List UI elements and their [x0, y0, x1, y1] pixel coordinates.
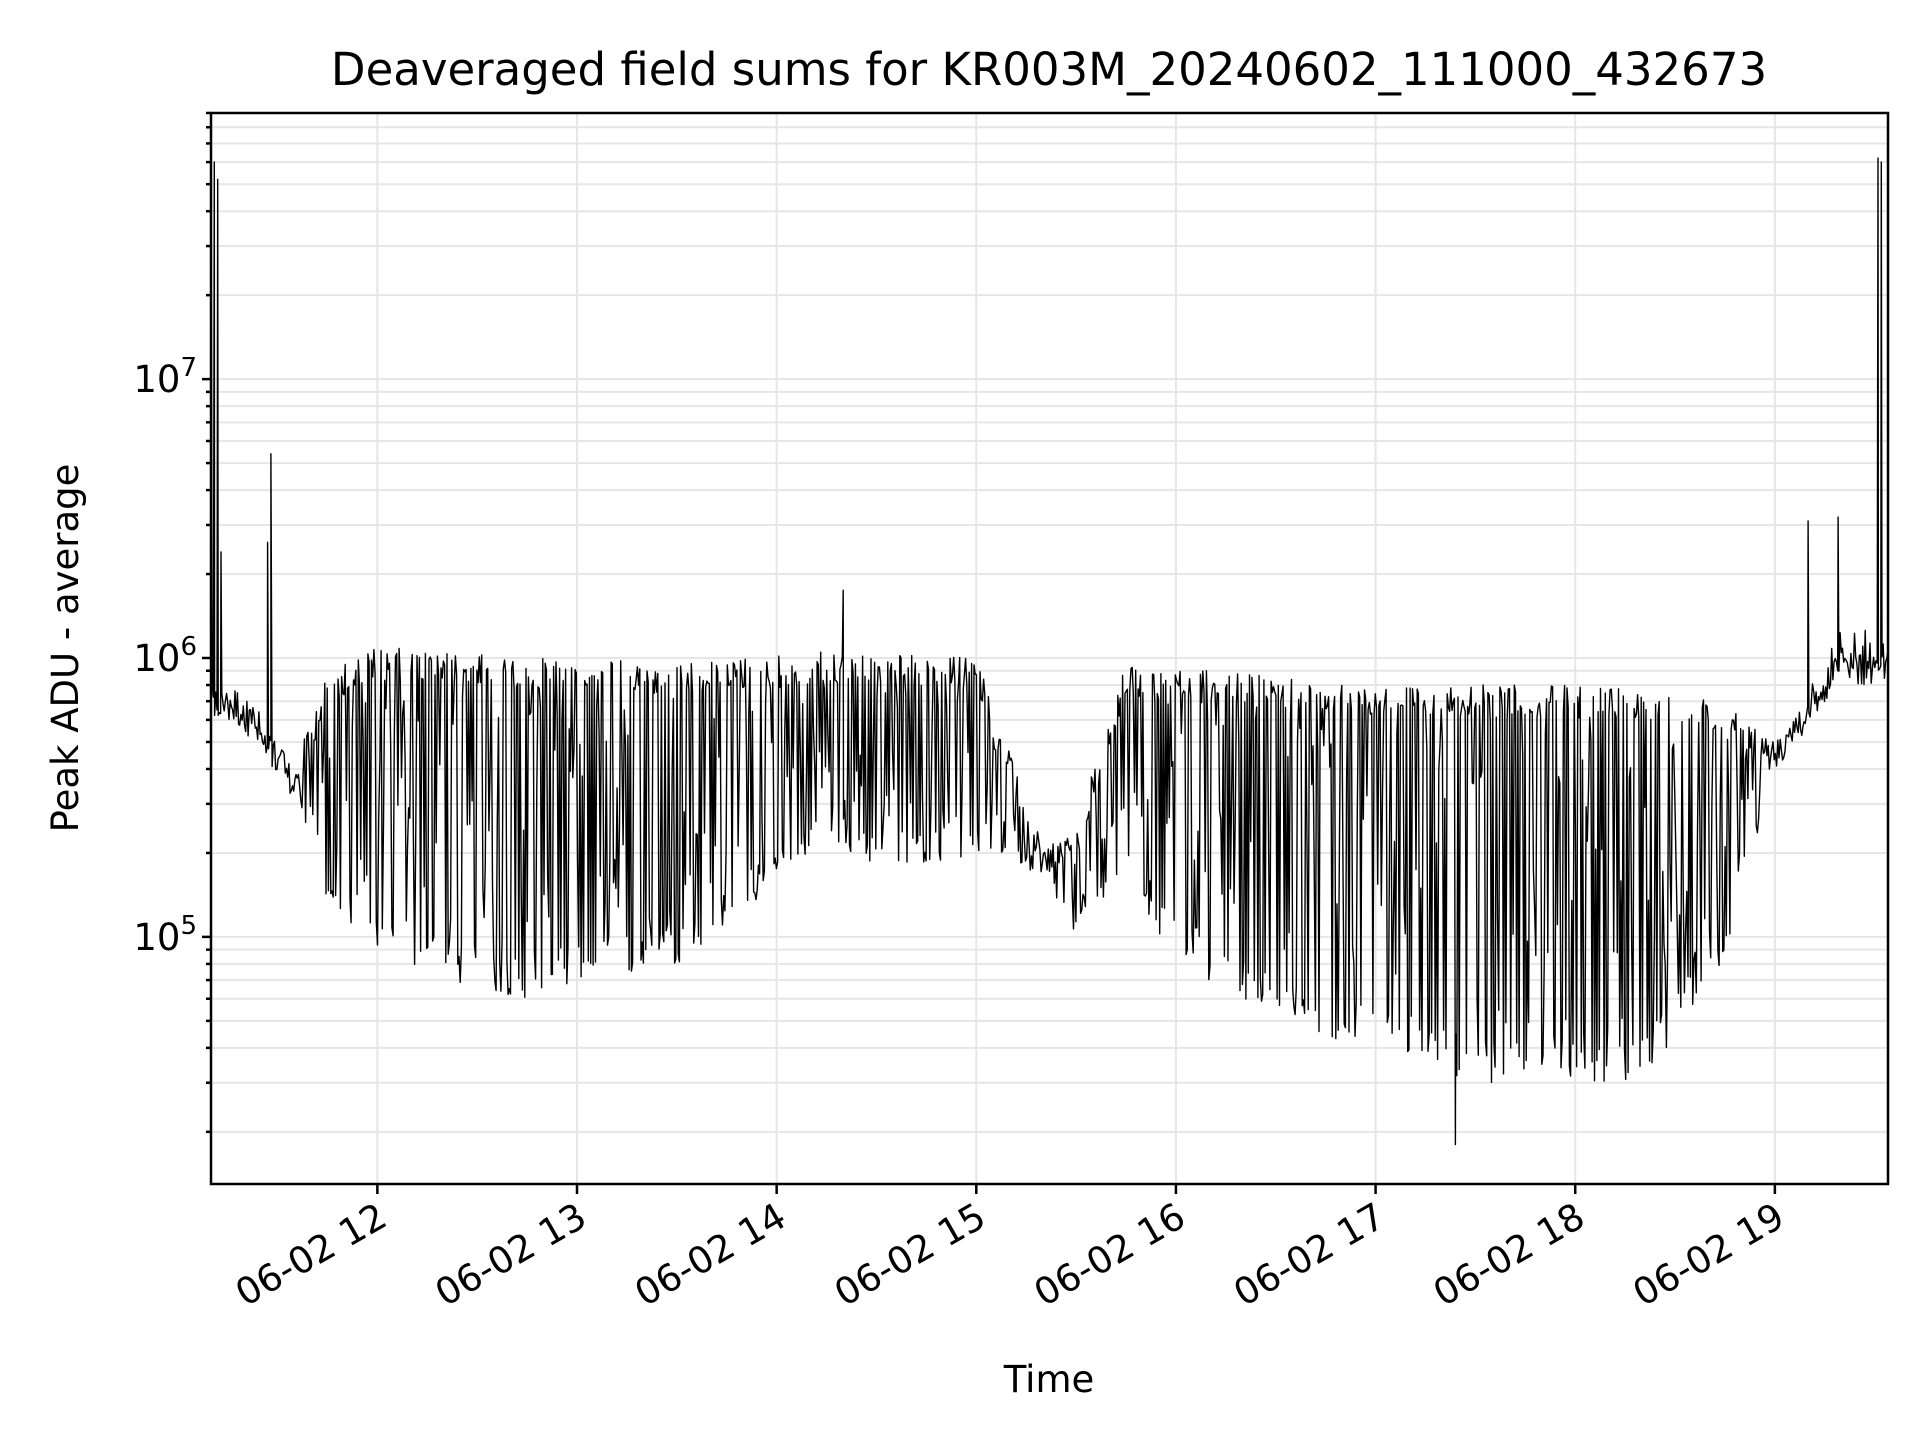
x-tick-label: 06-02 16 — [1027, 1195, 1193, 1315]
y-tick-label: 106 — [133, 632, 197, 680]
y-axis-label: Peak ADU - average — [44, 464, 87, 833]
x-tick-label: 06-02 12 — [228, 1195, 394, 1315]
series-line — [210, 157, 1889, 1146]
x-tick-label: 06-02 15 — [827, 1195, 993, 1315]
plot-frame — [209, 111, 1890, 1186]
grid-layer — [211, 112, 1888, 1184]
x-tick-label: 06-02 14 — [628, 1195, 794, 1315]
x-tick-label: 06-02 18 — [1426, 1195, 1592, 1315]
x-tick-label: 06-02 13 — [428, 1195, 594, 1315]
y-tick-label: 105 — [133, 911, 197, 959]
y-tick-label: 107 — [133, 353, 197, 401]
x-axis-label: Time — [1003, 1358, 1095, 1401]
chart-title: Deaveraged field sums for KR003M_2024060… — [331, 43, 1767, 96]
series-layer — [210, 157, 1889, 1146]
x-tick-label: 06-02 17 — [1227, 1195, 1393, 1315]
x-tick-label: 06-02 19 — [1626, 1195, 1792, 1315]
